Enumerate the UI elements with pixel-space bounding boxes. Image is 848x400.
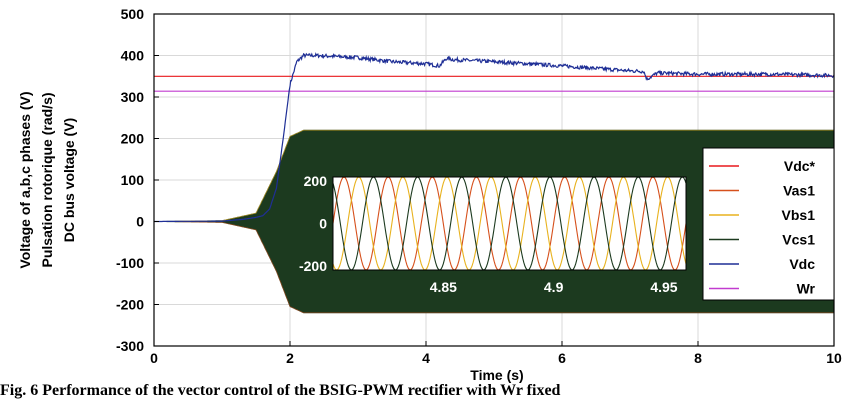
y-axis-label-line: Pulsation rotorique (rad/s) bbox=[39, 92, 55, 267]
x-axis-label: Time (s) bbox=[470, 367, 523, 383]
inset-plot: 4.85 4.9 4.95 200 0 -200 bbox=[288, 168, 694, 298]
series-vdc bbox=[154, 52, 835, 223]
legend-label: Wr bbox=[797, 281, 816, 297]
inset-series-vas1 bbox=[332, 176, 687, 271]
x-tick-label: 6 bbox=[558, 350, 566, 366]
inset-series-vbs1 bbox=[332, 176, 687, 271]
x-tick-label: 4 bbox=[422, 350, 430, 366]
series-vas1-rim bbox=[154, 221, 834, 314]
legend-label: Vdc bbox=[789, 256, 815, 272]
y-tick-label: -300 bbox=[116, 338, 144, 354]
y-tick-label: 200 bbox=[121, 131, 145, 147]
x-tick-label: 0 bbox=[150, 350, 158, 366]
inset-x-tick-label: 4.95 bbox=[650, 279, 677, 295]
axes-labels: Time (s) Voltage of a,b,c phases (V) Pulsa… bbox=[17, 91, 524, 383]
legend-label: Vdc* bbox=[784, 158, 816, 174]
legend-label: Vbs1 bbox=[782, 207, 816, 223]
y-tick-label: 300 bbox=[121, 89, 145, 105]
inset-x-tick-label: 4.85 bbox=[430, 279, 457, 295]
y-tick-label: 100 bbox=[121, 172, 145, 188]
y-tick-label: 500 bbox=[121, 6, 145, 22]
inset-frame bbox=[332, 176, 687, 271]
figure-caption: Fig. 6 Performance of the vector control… bbox=[0, 382, 561, 399]
inset-y-tick-label: -200 bbox=[299, 258, 327, 274]
legend-label: Vcs1 bbox=[782, 232, 815, 248]
inset-series-vcs1 bbox=[332, 176, 687, 271]
y-tick-label: 0 bbox=[136, 214, 144, 230]
legend-label: Vas1 bbox=[783, 183, 815, 199]
legend: Vdc* Vas1 Vbs1 Vcs1 Vdc Wr bbox=[702, 147, 835, 301]
inset-x-tick-label: 4.9 bbox=[544, 279, 564, 295]
y-tick-label: -200 bbox=[116, 297, 144, 313]
x-tick-label: 2 bbox=[286, 350, 294, 366]
legend-box bbox=[702, 147, 835, 301]
x-tick-label: 8 bbox=[694, 350, 702, 366]
y-axis-label-line: Voltage of a,b,c phases (V) bbox=[17, 91, 33, 268]
series-vbs1-rim bbox=[154, 129, 834, 222]
inset-y-tick-label: 200 bbox=[304, 173, 328, 189]
x-tick-label: 10 bbox=[826, 350, 842, 366]
y-tick-label: 400 bbox=[121, 48, 145, 64]
y-axis-label-line: DC bus voltage (V) bbox=[61, 118, 77, 242]
y-tick-label: -100 bbox=[116, 255, 144, 271]
inset-y-tick-label: 0 bbox=[319, 216, 327, 232]
